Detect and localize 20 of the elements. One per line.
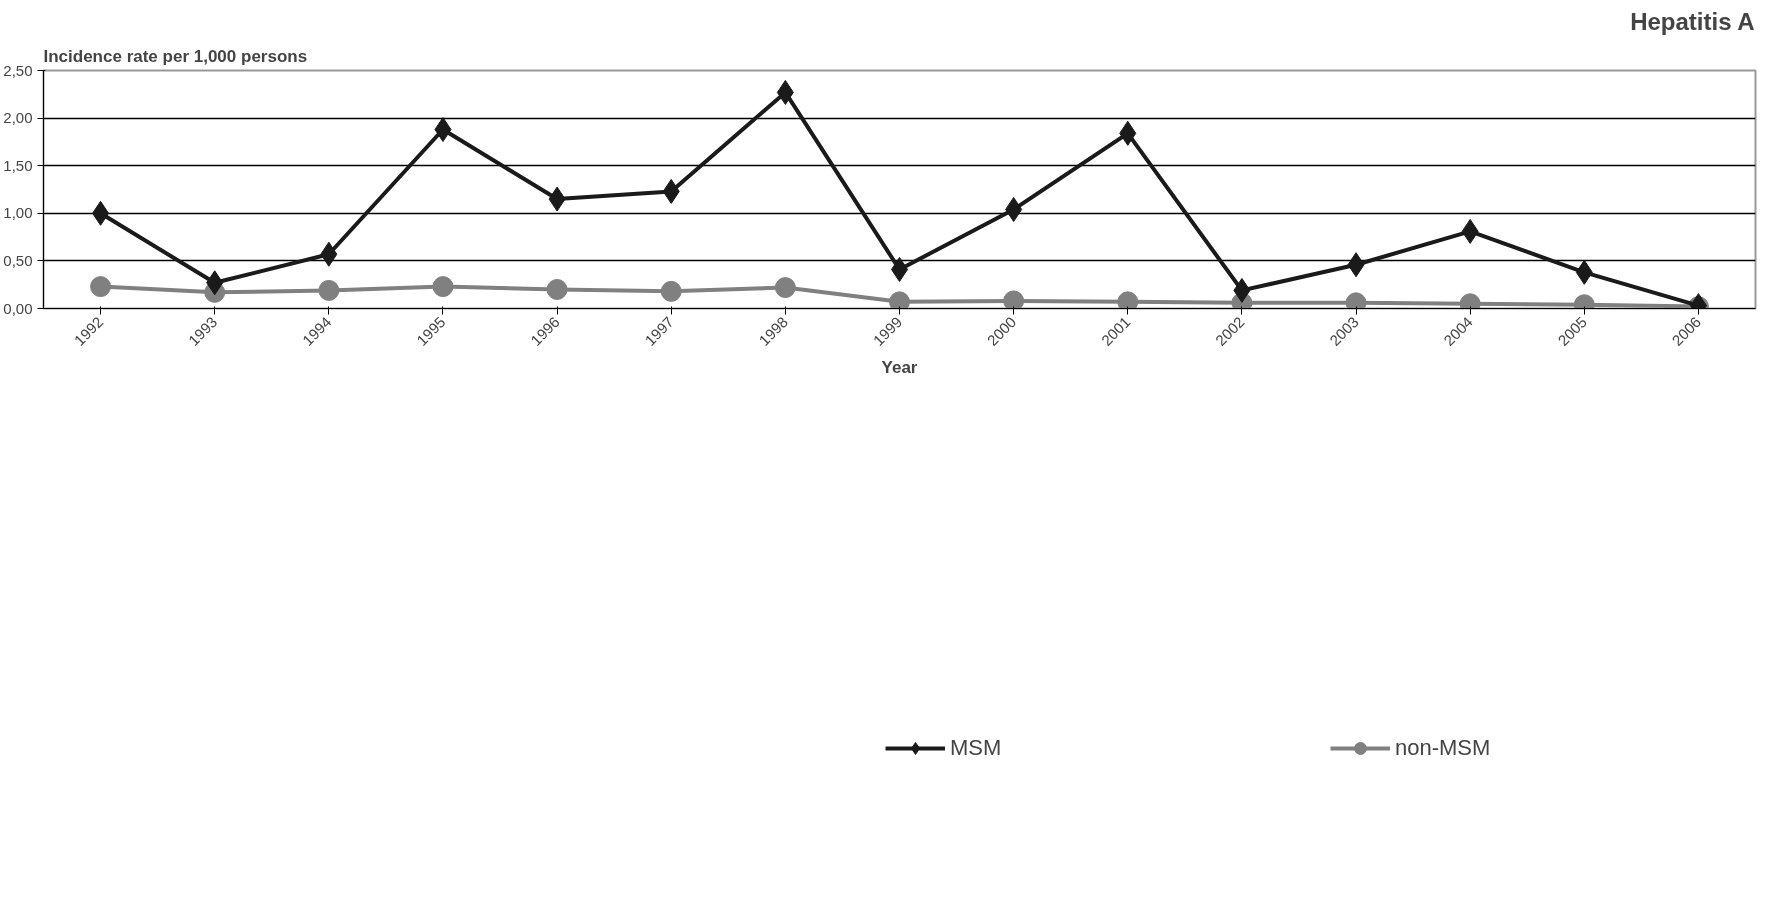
point	[318, 279, 340, 301]
x-axis-title: Year	[881, 358, 918, 378]
point	[90, 276, 112, 298]
point	[774, 277, 796, 299]
legend-label: non-MSM	[1395, 733, 1492, 762]
point	[1003, 290, 1025, 309]
chart-title: Hepatitis A	[1630, 7, 1755, 35]
y-tick-label: 2,00	[3, 109, 33, 127]
y-tick-label: 2,50	[3, 61, 33, 79]
y-tick-label: 1,50	[3, 156, 33, 174]
point	[1117, 291, 1139, 309]
y-tick-label: 1,00	[3, 204, 33, 222]
y-tick-label: 0,50	[3, 251, 33, 269]
point	[432, 276, 454, 298]
legend-label: MSM	[950, 733, 1003, 762]
point	[889, 291, 910, 309]
point	[660, 280, 682, 302]
y-axis-title: Incidence rate per 1,000 persons	[43, 46, 308, 66]
y-tick-label: 0,00	[3, 299, 33, 317]
point	[546, 278, 568, 300]
